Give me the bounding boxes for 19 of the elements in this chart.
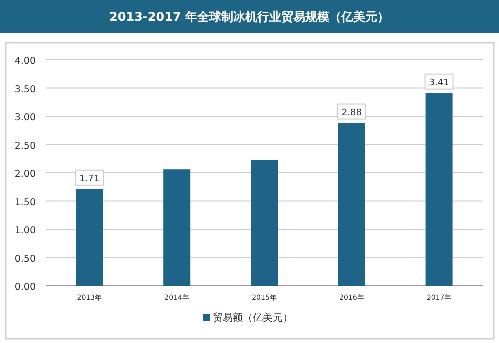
y-tick-label: 0.50 xyxy=(14,254,36,265)
y-tick-label: 0.00 xyxy=(14,282,36,293)
y-tick-label: 2.50 xyxy=(14,140,36,152)
bar xyxy=(164,170,191,286)
chart-title: 2013-2017 年全球制冰机行业贸易规模（亿美元） xyxy=(110,10,390,24)
bar xyxy=(338,123,366,286)
bar xyxy=(76,189,104,286)
bar xyxy=(251,160,278,286)
data-label: 2.88 xyxy=(342,108,362,118)
y-tick-label: 4.00 xyxy=(14,56,36,67)
y-tick-label: 1.50 xyxy=(14,197,36,208)
data-label: 3.41 xyxy=(429,78,450,88)
data-label: 1.71 xyxy=(80,174,100,184)
y-tick-label: 1.00 xyxy=(14,226,36,236)
y-tick-label: 2.00 xyxy=(14,169,36,180)
bar xyxy=(426,93,453,286)
legend-label: 贸易额（亿美元） xyxy=(213,312,293,324)
y-tick-label: 3.50 xyxy=(14,84,36,96)
y-tick-label: 3.00 xyxy=(14,112,36,124)
